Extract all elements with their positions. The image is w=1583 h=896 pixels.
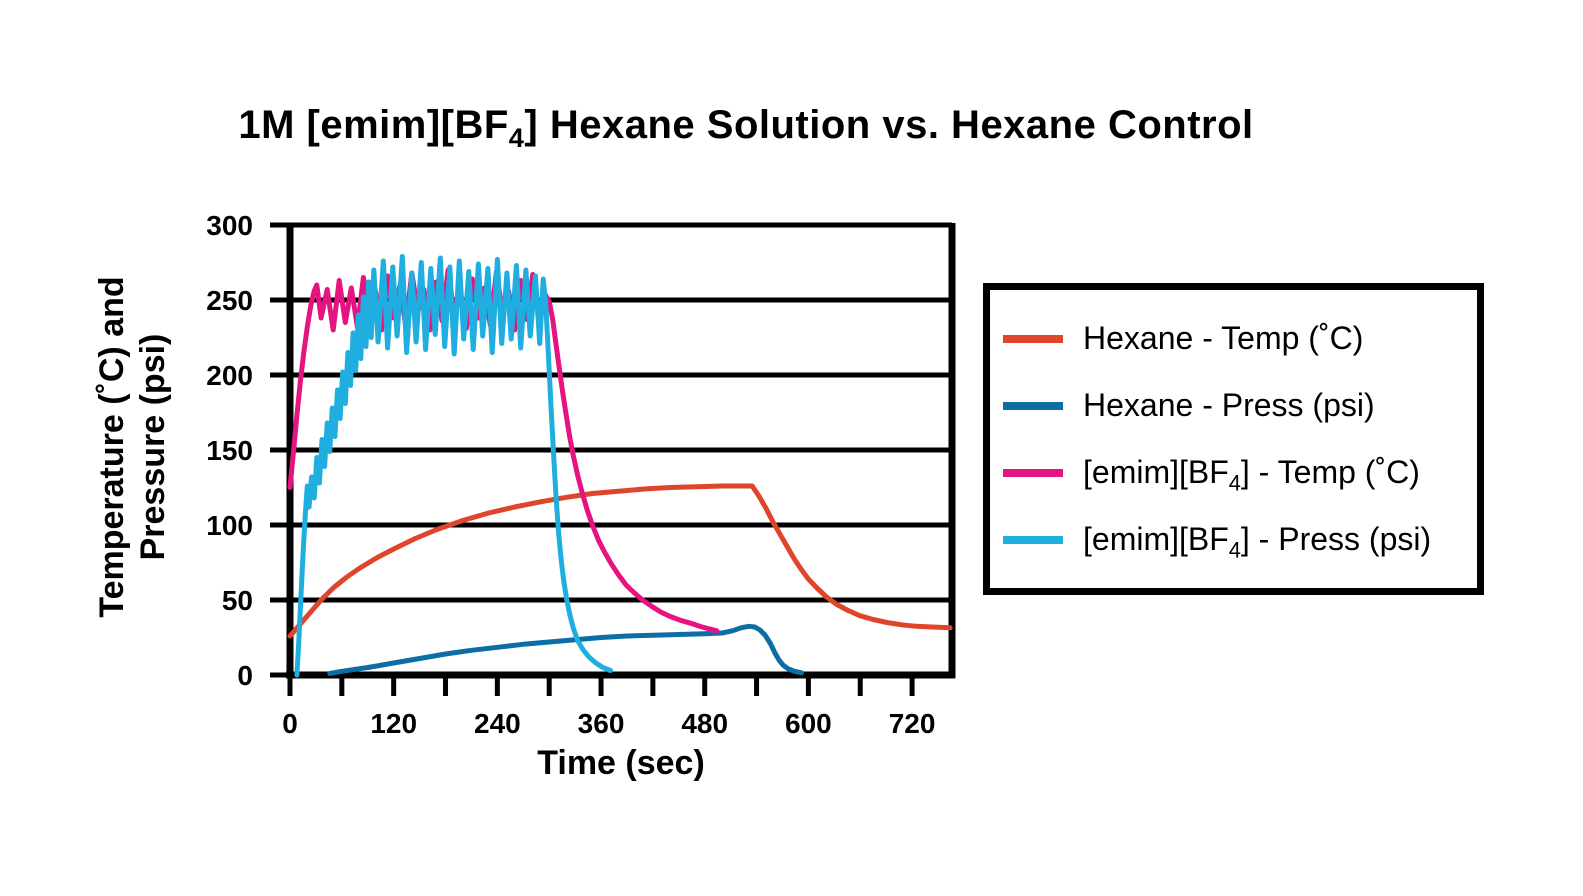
x-tick-label-120: 120 [370, 708, 417, 739]
series-emim-press [294, 254, 613, 678]
legend-swatch-hexane-press [1003, 401, 1063, 410]
legend-label-text: [emim][BF [1083, 521, 1229, 557]
chart-title-sub: 4 [508, 122, 525, 153]
legend-swatch-emim-temp [1003, 468, 1063, 477]
series-hexane-temp [287, 483, 953, 639]
y-tick-label-50: 50 [222, 585, 253, 616]
series-hexane-press [327, 623, 804, 676]
chart-title: 1M [emim][BF4] Hexane Solution vs. Hexan… [0, 103, 1492, 151]
legend-label-hexane-temp: Hexane - Temp (˚C) [1083, 320, 1363, 357]
x-tick-label-240: 240 [474, 708, 521, 739]
legend-label-text: ] - Temp (˚C) [1240, 454, 1420, 490]
legend-item-hexane-temp: Hexane - Temp (˚C) [990, 320, 1477, 357]
legend-label-emim-temp: [emim][BF4] - Temp (˚C) [1083, 454, 1420, 494]
y-tick-label-0: 0 [237, 660, 253, 691]
x-tick-label-600: 600 [785, 708, 832, 739]
x-tick-label-0: 0 [282, 708, 298, 739]
y-tick-label-150: 150 [206, 435, 253, 466]
chart-title-pre: 1M [emim][BF [238, 103, 509, 147]
legend-label-text: [emim][BF [1083, 454, 1229, 490]
legend-label-subscript: 4 [1228, 537, 1241, 563]
y-tick-label-200: 200 [206, 360, 253, 391]
legend-swatch-hexane-temp [1003, 334, 1063, 343]
legend-item-hexane-press: Hexane - Press (psi) [990, 387, 1477, 424]
legend-label-emim-press: [emim][BF4] - Press (psi) [1083, 521, 1432, 561]
x-tick-label-360: 360 [578, 708, 625, 739]
y-tick-label-250: 250 [206, 285, 253, 316]
y-tick-label-300: 300 [206, 210, 253, 241]
legend-swatch-emim-press [1003, 535, 1063, 544]
legend-label-text: Hexane - Temp (˚C) [1083, 320, 1364, 356]
chart-title-post: ] Hexane Solution vs. Hexane Control [524, 103, 1254, 147]
x-axis-title: Time (sec) [537, 744, 705, 782]
legend-label-text: ] - Press (psi) [1240, 521, 1432, 557]
x-tick-label-480: 480 [681, 708, 728, 739]
y-tick-label-100: 100 [206, 510, 253, 541]
x-tick-label-720: 720 [889, 708, 936, 739]
legend-label-hexane-press: Hexane - Press (psi) [1083, 387, 1375, 424]
legend: Hexane - Temp (˚C) Hexane - Press (psi) … [983, 283, 1484, 595]
legend-item-emim-press: [emim][BF4] - Press (psi) [990, 521, 1477, 561]
legend-item-emim-temp: [emim][BF4] - Temp (˚C) [990, 454, 1477, 494]
legend-label-text: Hexane - Press (psi) [1083, 387, 1375, 423]
legend-label-subscript: 4 [1228, 470, 1241, 496]
